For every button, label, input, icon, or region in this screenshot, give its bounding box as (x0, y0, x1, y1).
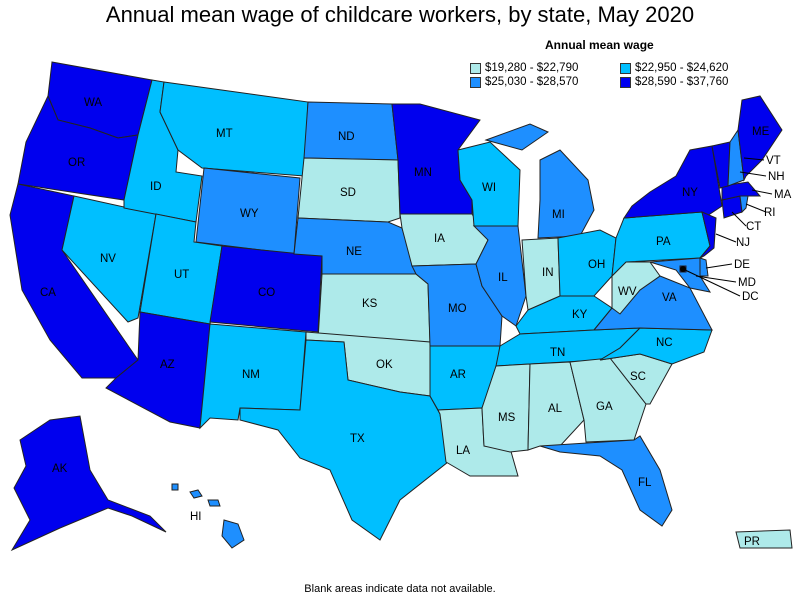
label-VT: VT (766, 155, 781, 167)
label-CT: CT (746, 221, 761, 233)
legend-item-2: $22,950 - $24,620 (620, 62, 770, 74)
legend-item-1: $19,280 - $22,790 (470, 62, 620, 74)
state-DE[interactable] (699, 257, 709, 277)
label-SD: SD (340, 187, 356, 199)
legend-swatch-1 (470, 62, 481, 74)
label-PA: PA (656, 236, 671, 248)
state-MT[interactable] (159, 81, 309, 177)
state-NM[interactable] (199, 323, 307, 430)
label-NH: NH (768, 171, 785, 183)
legend: Annual mean wage $19,280 - $22,790 $22,9… (470, 38, 770, 88)
state-MA[interactable] (721, 181, 762, 201)
legend-label-2: $22,950 - $24,620 (635, 62, 729, 74)
legend-swatch-2 (620, 62, 631, 74)
label-KS: KS (362, 298, 378, 310)
state-NJ[interactable] (699, 211, 717, 259)
label-OK: OK (376, 359, 393, 371)
legend-item-4: $28,590 - $37,760 (620, 76, 770, 88)
state-MD[interactable] (649, 257, 712, 293)
state-ME[interactable] (737, 95, 783, 182)
legend-label-4: $28,590 - $37,760 (635, 76, 729, 88)
label-RI: RI (764, 207, 776, 219)
label-NM: NM (242, 369, 260, 381)
state-AK[interactable] (10, 415, 167, 552)
label-AR: AR (450, 369, 466, 381)
label-MS: MS (498, 412, 516, 424)
legend-label-1: $19,280 - $22,790 (485, 62, 579, 74)
label-ID: ID (150, 181, 162, 193)
label-NC: NC (656, 337, 673, 349)
legend-swatch-4 (620, 76, 631, 88)
label-NJ: NJ (736, 237, 750, 249)
label-LA: LA (456, 445, 470, 457)
legend-title: Annual mean wage (545, 38, 654, 52)
state-NY[interactable] (623, 145, 723, 219)
label-WY: WY (240, 208, 259, 220)
state-MI[interactable] (484, 123, 595, 239)
label-AZ: AZ (160, 359, 175, 371)
legend-swatch-3 (470, 76, 481, 88)
label-FL: FL (638, 477, 652, 489)
state-OH[interactable] (557, 229, 617, 297)
map-title: Annual mean wage of childcare workers, b… (105, 2, 695, 27)
label-UT: UT (174, 269, 189, 281)
label-NE: NE (346, 246, 362, 258)
label-HI: HI (190, 511, 202, 523)
label-IA: IA (434, 233, 445, 245)
state-IL[interactable] (472, 225, 527, 327)
label-WI: WI (482, 182, 496, 194)
label-GA: GA (596, 401, 613, 413)
label-ME: ME (752, 126, 770, 138)
label-MN: MN (414, 167, 432, 179)
external-labels: VT NH MA RI CT NJ DE MD DC (734, 155, 792, 303)
state-HI[interactable] (171, 483, 245, 549)
state-PR[interactable] (735, 529, 793, 549)
label-WA: WA (84, 97, 102, 109)
label-IN: IN (542, 267, 554, 279)
label-TN: TN (550, 347, 565, 359)
label-MI: MI (552, 209, 565, 221)
legend-label-3: $25,030 - $28,570 (485, 76, 579, 88)
label-MA: MA (774, 189, 792, 201)
state-SD[interactable] (297, 157, 401, 223)
label-TX: TX (350, 433, 365, 445)
label-CA: CA (40, 287, 56, 299)
state-FL[interactable] (539, 435, 673, 527)
label-IL: IL (498, 272, 508, 284)
label-AL: AL (548, 403, 563, 415)
label-KY: KY (572, 309, 588, 321)
label-NV: NV (100, 253, 116, 265)
state-TX[interactable] (239, 339, 449, 541)
label-MO: MO (448, 303, 467, 315)
label-OR: OR (68, 157, 85, 169)
label-OH: OH (588, 259, 605, 271)
state-labels: WA OR CA NV ID MT WY UT AZ CO NM ND SD N… (40, 97, 770, 548)
label-NY: NY (682, 187, 698, 199)
label-CO: CO (258, 287, 275, 299)
label-AK: AK (52, 463, 68, 475)
label-SC: SC (630, 371, 646, 383)
dc-marker (680, 266, 686, 272)
footnote: Blank areas indicate data not available. (304, 583, 496, 595)
state-NC[interactable] (599, 327, 713, 365)
label-MD: MD (738, 277, 756, 289)
legend-item-3: $25,030 - $28,570 (470, 76, 620, 88)
leader-lines (682, 157, 773, 297)
label-ND: ND (338, 131, 355, 143)
label-WV: WV (618, 286, 637, 298)
label-PR: PR (744, 536, 760, 548)
label-DE: DE (734, 259, 750, 271)
label-VA: VA (662, 292, 677, 304)
label-DC: DC (742, 291, 759, 303)
label-MT: MT (216, 128, 233, 140)
